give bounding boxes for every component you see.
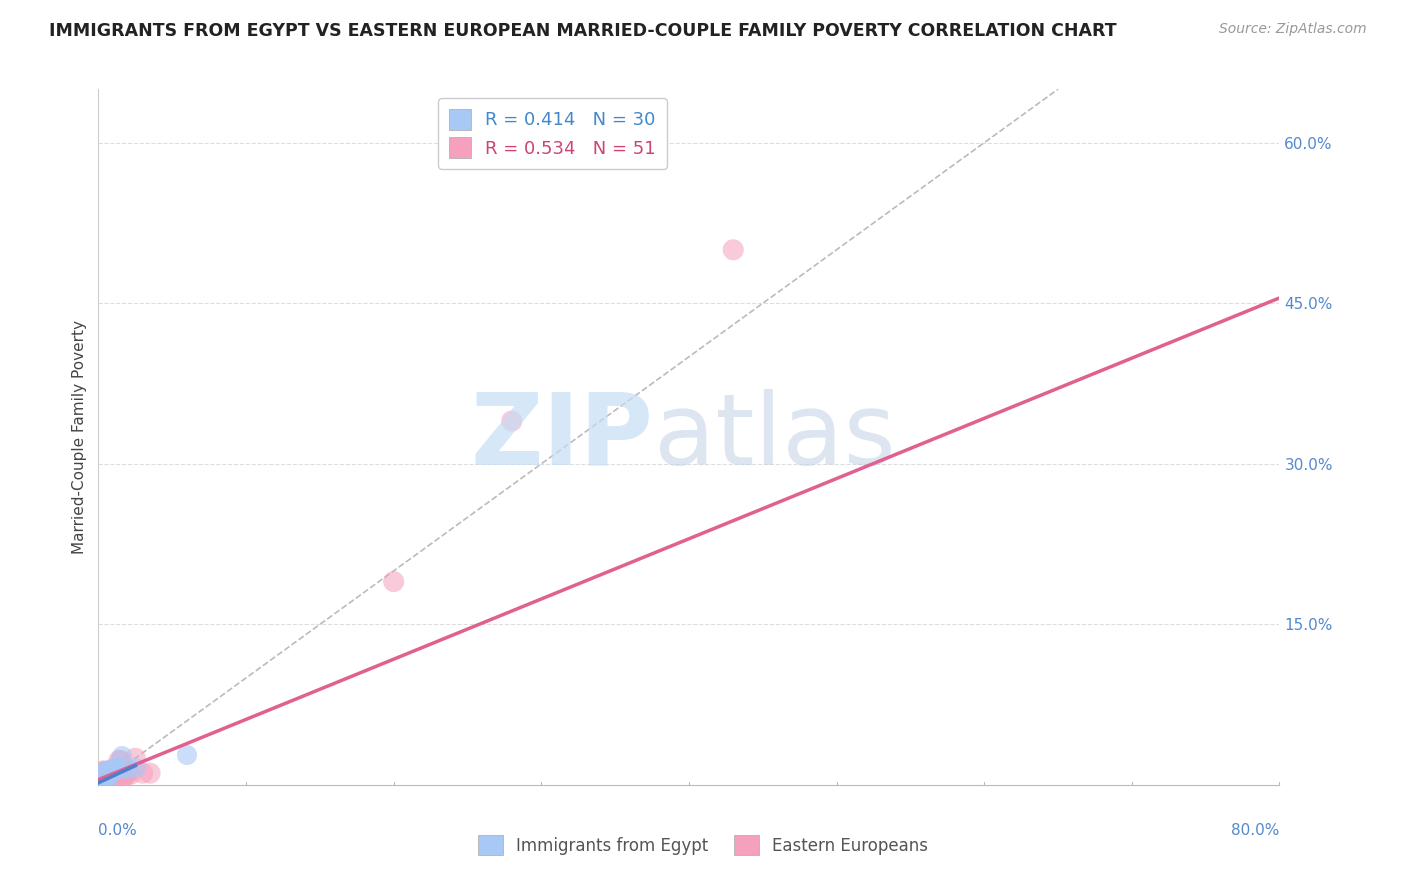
Point: [89, 774, 111, 789]
Point: [91, 773, 114, 788]
Point: [115, 768, 138, 782]
Point: [91, 764, 114, 778]
Point: [501, 414, 523, 428]
Point: [94, 769, 117, 783]
Point: [104, 764, 127, 778]
Point: [90, 776, 112, 790]
Point: [108, 753, 131, 767]
Point: [94, 765, 117, 780]
Text: atlas: atlas: [654, 389, 896, 485]
Point: [124, 751, 146, 765]
Point: [110, 753, 132, 767]
Point: [90, 771, 112, 785]
Point: [93, 773, 115, 788]
Legend: Immigrants from Egypt, Eastern Europeans: Immigrants from Egypt, Eastern Europeans: [471, 829, 935, 862]
Text: IMMIGRANTS FROM EGYPT VS EASTERN EUROPEAN MARRIED-COUPLE FAMILY POVERTY CORRELAT: IMMIGRANTS FROM EGYPT VS EASTERN EUROPEA…: [49, 22, 1116, 40]
Point: [100, 768, 122, 782]
Point: [114, 767, 136, 781]
Point: [107, 766, 129, 780]
Point: [93, 771, 115, 785]
Point: [93, 772, 115, 786]
Point: [103, 772, 125, 786]
Point: [107, 771, 129, 785]
Point: [91, 766, 114, 780]
Point: [132, 766, 155, 780]
Point: [91, 765, 114, 780]
Point: [94, 772, 117, 787]
Point: [96, 769, 118, 783]
Point: [98, 772, 121, 786]
Point: [91, 772, 114, 786]
Point: [124, 761, 146, 775]
Point: [90, 772, 112, 787]
Point: [108, 763, 131, 777]
Point: [107, 761, 129, 775]
Point: [100, 764, 122, 778]
Point: [103, 767, 125, 781]
Point: [96, 764, 118, 778]
Point: [93, 767, 115, 781]
Point: [176, 747, 198, 762]
Point: [94, 774, 117, 789]
Point: [100, 762, 122, 776]
Point: [98, 767, 121, 781]
Text: Source: ZipAtlas.com: Source: ZipAtlas.com: [1219, 22, 1367, 37]
Point: [89, 776, 111, 790]
Text: 80.0%: 80.0%: [1232, 823, 1279, 838]
Point: [94, 768, 117, 782]
Y-axis label: Married-Couple Family Poverty: Married-Couple Family Poverty: [72, 320, 87, 554]
Point: [111, 749, 134, 764]
Point: [93, 764, 115, 778]
Point: [97, 765, 120, 780]
Point: [117, 765, 139, 780]
Point: [96, 766, 118, 780]
Point: [723, 243, 745, 257]
Point: [90, 772, 112, 787]
Point: [97, 769, 120, 783]
Point: [93, 769, 115, 783]
Text: ZIP: ZIP: [471, 389, 654, 485]
Point: [104, 769, 127, 783]
Point: [93, 774, 115, 789]
Point: [91, 772, 114, 787]
Point: [89, 776, 111, 790]
Point: [91, 768, 114, 782]
Point: [120, 767, 142, 781]
Text: 0.0%: 0.0%: [98, 823, 138, 838]
Point: [111, 772, 134, 786]
Point: [94, 765, 117, 780]
Point: [90, 769, 112, 783]
Point: [96, 772, 118, 786]
Point: [382, 574, 405, 589]
Point: [90, 774, 112, 789]
Point: [103, 764, 125, 778]
Legend: R = 0.414   N = 30, R = 0.534   N = 51: R = 0.414 N = 30, R = 0.534 N = 51: [439, 98, 666, 169]
Point: [91, 768, 114, 782]
Point: [104, 762, 127, 776]
Point: [98, 763, 121, 777]
Point: [93, 767, 115, 781]
Point: [105, 769, 128, 783]
Point: [94, 772, 117, 786]
Point: [96, 767, 118, 781]
Point: [97, 765, 120, 780]
Point: [108, 764, 131, 778]
Point: [97, 771, 120, 785]
Point: [91, 771, 114, 785]
Point: [105, 761, 128, 775]
Point: [139, 766, 162, 780]
Point: [117, 762, 139, 776]
Point: [90, 773, 112, 788]
Point: [91, 774, 114, 789]
Point: [96, 772, 118, 787]
